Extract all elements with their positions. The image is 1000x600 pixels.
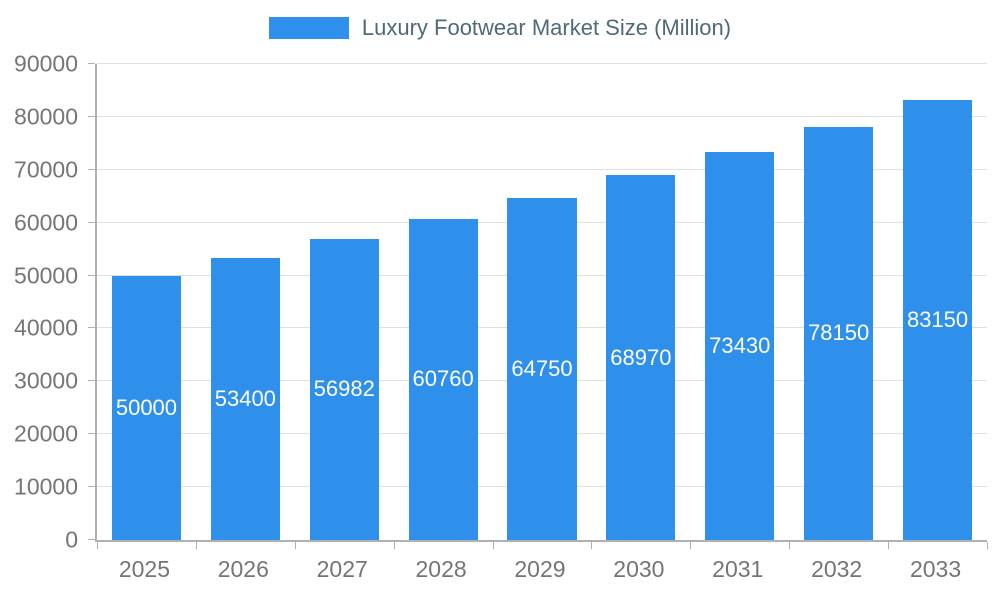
bar-value-label: 64750 (511, 355, 573, 381)
chart-title: Luxury Footwear Market Size (Million) (361, 15, 732, 40)
x-axis-tick-label: 2029 (514, 556, 566, 582)
x-axis-tick-mark (97, 542, 98, 549)
bar-2031: 73430 (705, 151, 775, 540)
bar-2029: 64750 (507, 197, 577, 540)
x-axis-tick-label: 2031 (712, 556, 764, 582)
chart-legend: Luxury Footwear Market Size (Million) (0, 15, 1000, 41)
y-axis-tick-label: 50000 (14, 262, 78, 289)
x-axis-labels: 2025 2026 2027 2028 2029 2030 2031 2032 2033 (95, 556, 985, 588)
bar-value-label: 83150 (906, 307, 969, 333)
y-axis-tick-label: 70000 (14, 156, 78, 183)
bar-value-label: 56982 (313, 376, 375, 402)
y-axis-tick-mark (88, 168, 95, 170)
y-axis-tick-mark (88, 63, 95, 64)
y-axis-tick-mark (88, 433, 95, 435)
x-axis-tick-mark (987, 542, 988, 549)
x-axis-tick-label: 2032 (811, 556, 863, 582)
x-axis-tick-mark (195, 542, 197, 549)
gridline (97, 168, 987, 170)
legend-color-swatch (268, 17, 349, 39)
bar-2032: 78150 (804, 126, 874, 540)
x-axis-tick-mark (591, 542, 593, 549)
y-axis-tick-label: 10000 (14, 473, 78, 500)
gridline (97, 63, 987, 64)
x-axis-tick-mark (393, 542, 395, 549)
y-axis-tick-label: 90000 (14, 50, 78, 77)
y-axis-tick-mark (88, 115, 95, 117)
bar-2027: 56982 (309, 238, 379, 540)
y-axis-tick-label: 80000 (14, 103, 78, 130)
x-axis-tick-label: 2033 (909, 556, 962, 582)
bar-2026: 53400 (210, 257, 280, 540)
bar-2025: 50000 (111, 275, 182, 540)
bar-value-label: 78150 (808, 320, 870, 346)
y-axis-tick-label: 20000 (14, 420, 78, 447)
x-axis-tick-mark (294, 542, 296, 549)
x-axis-tick-label: 2028 (415, 556, 467, 582)
y-axis-tick-label: 60000 (14, 209, 78, 236)
y-axis-tick-mark (88, 380, 95, 382)
x-axis-tick-mark (690, 542, 692, 549)
y-axis-tick-label: 40000 (14, 314, 78, 341)
y-axis-tick-mark (88, 486, 95, 488)
y-axis-labels: 0 10000 20000 30000 40000 50000 60000 70000 8000… (0, 52, 84, 551)
bar-value-label: 73430 (709, 332, 771, 358)
x-axis-tick-label: 2027 (316, 556, 368, 582)
bar-value-label: 50000 (115, 394, 178, 420)
bar-2030: 68970 (606, 175, 676, 540)
bar-value-label: 53400 (214, 385, 276, 411)
bar-2028: 60760 (408, 218, 478, 540)
y-axis-tick-label: 0 (65, 526, 78, 553)
gridline (97, 115, 987, 117)
y-axis-tick-mark (88, 539, 95, 540)
bar-value-label: 60760 (412, 366, 474, 392)
bar-2033: 83150 (902, 100, 973, 540)
y-axis-tick-mark (88, 327, 95, 329)
x-axis-tick-label: 2026 (217, 556, 269, 582)
x-axis-tick-mark (492, 542, 494, 549)
bar-value-label: 68970 (610, 344, 672, 370)
x-axis-tick-label: 2025 (118, 556, 171, 582)
x-axis-tick-mark (888, 542, 890, 549)
plot-area: 50000 53400 56982 60760 64750 68970 73430 78150… (88, 63, 988, 549)
y-axis-tick-mark (88, 221, 95, 223)
y-axis-tick-mark (88, 274, 95, 276)
x-axis-tick-label: 2030 (613, 556, 665, 582)
x-axis-tick-mark (789, 542, 791, 549)
y-axis-tick-label: 30000 (14, 367, 78, 394)
